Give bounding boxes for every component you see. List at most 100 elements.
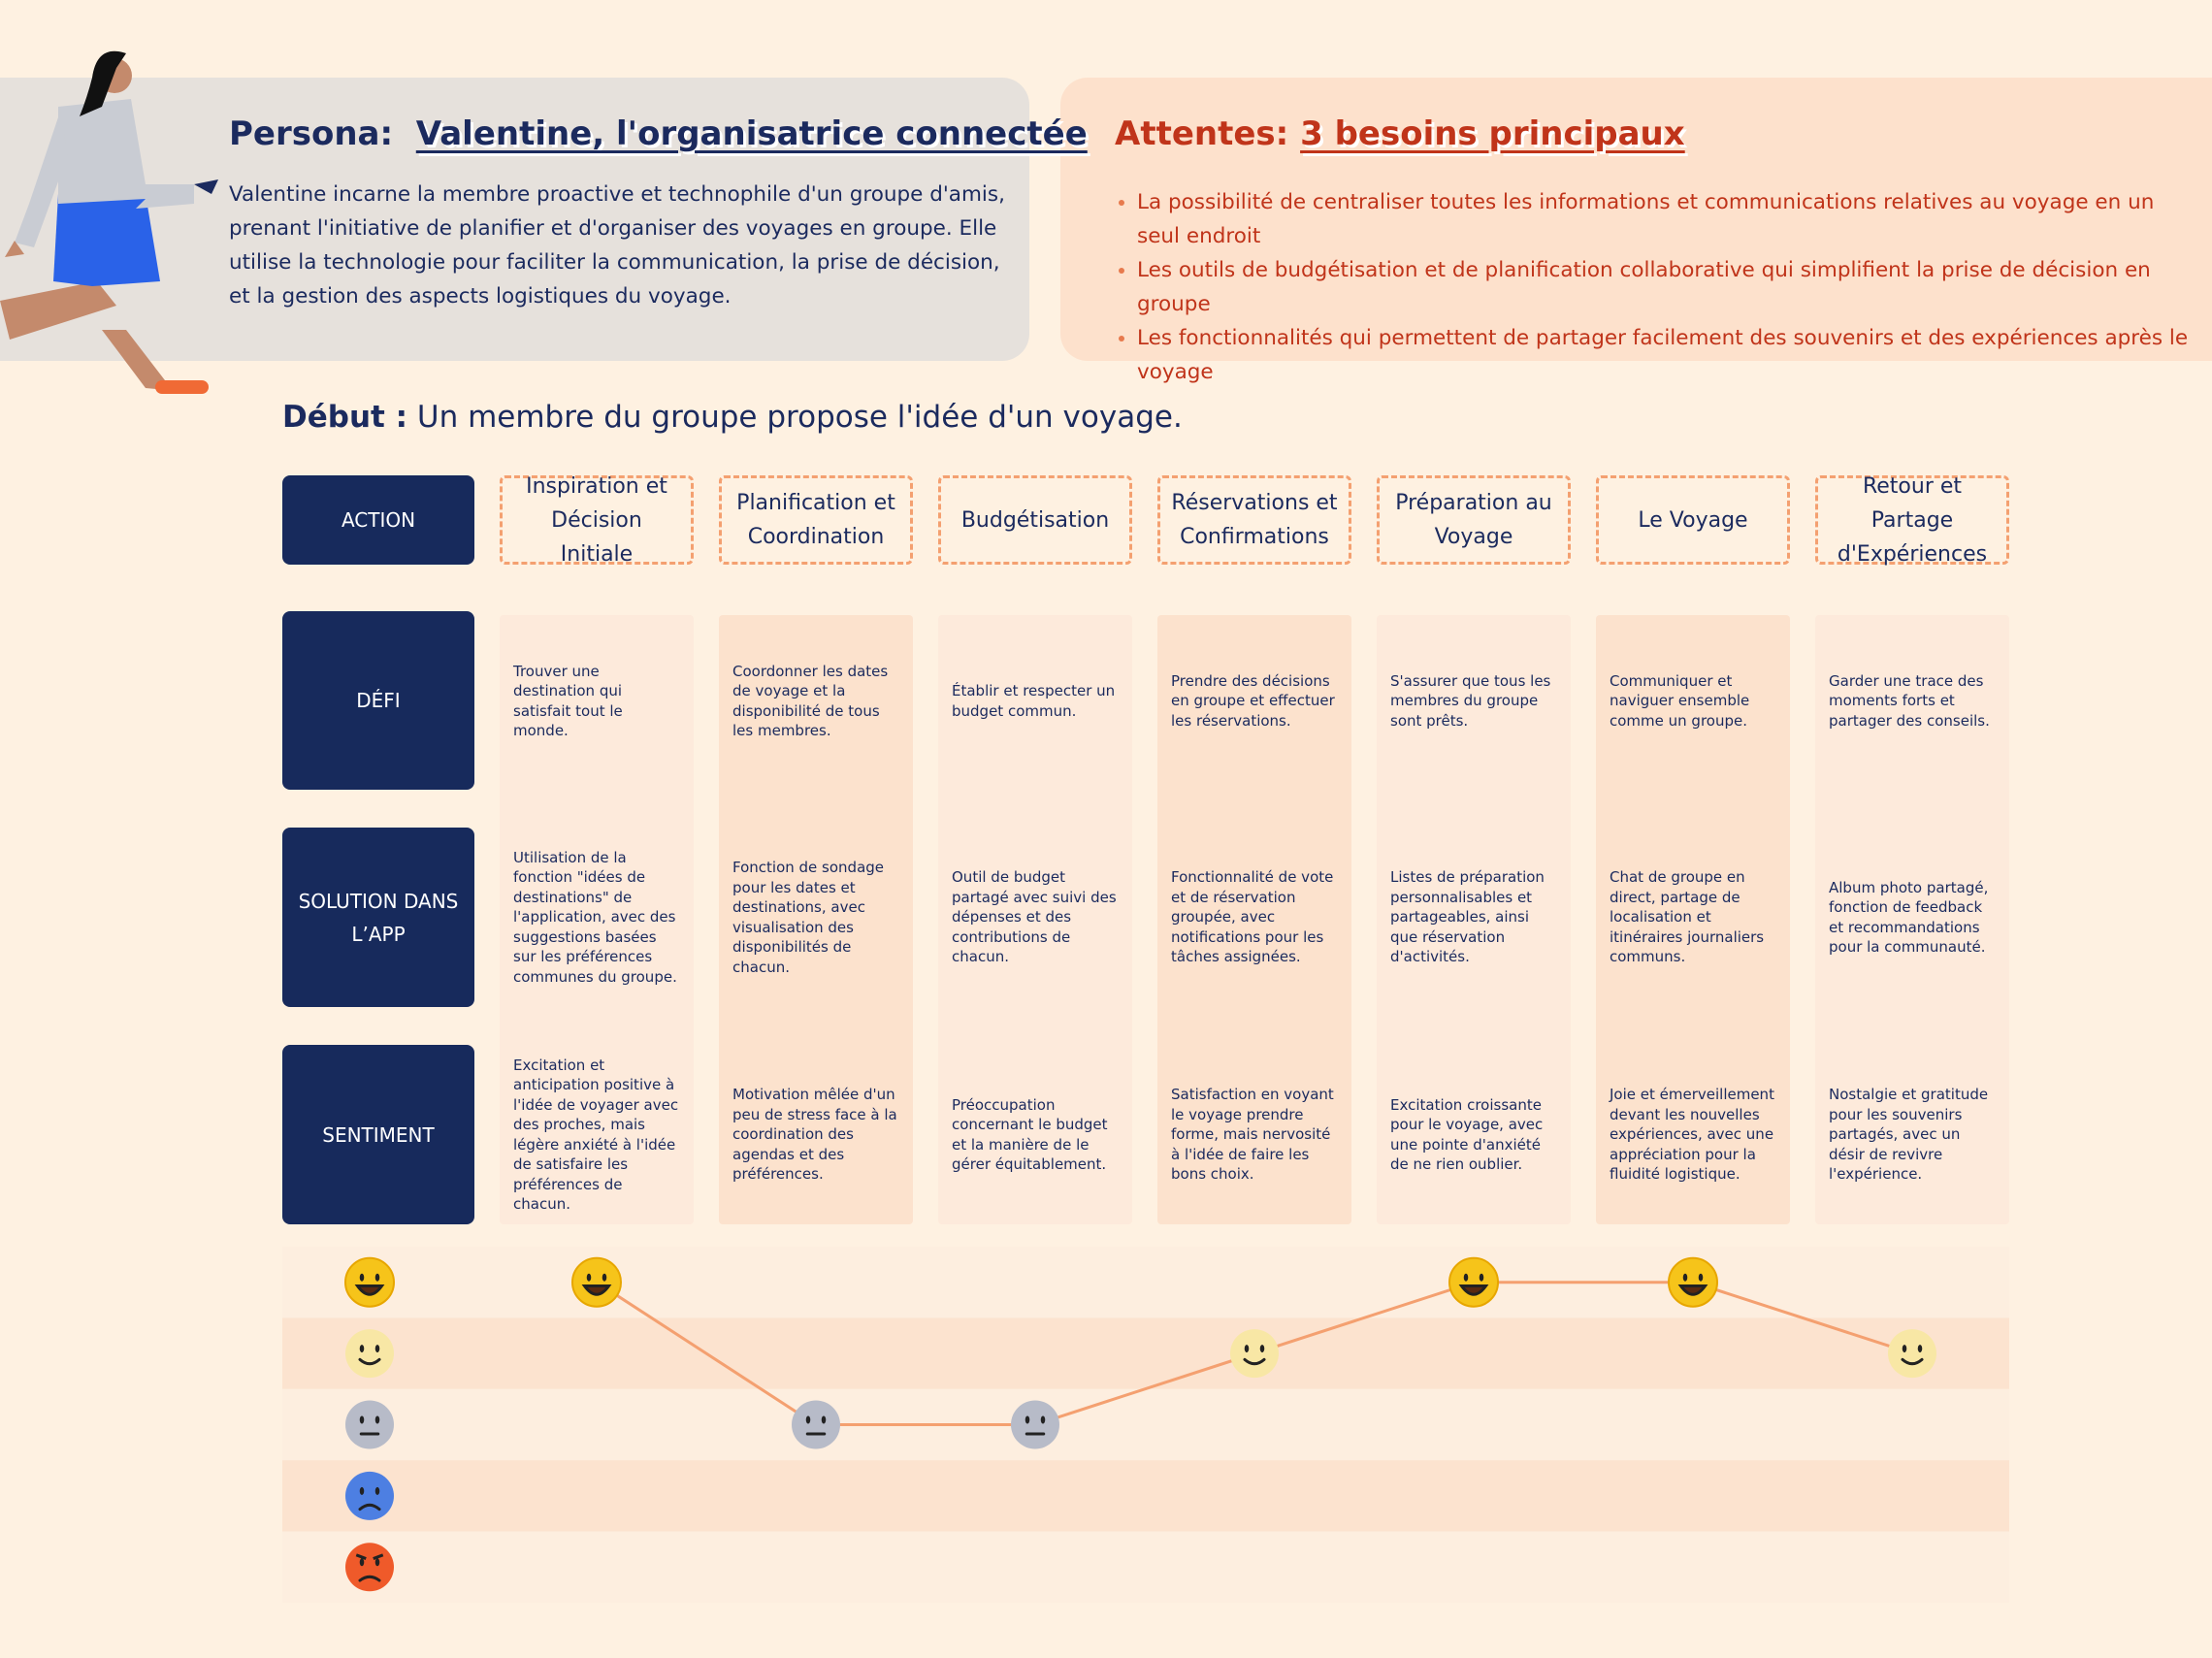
emotion-point xyxy=(1230,1329,1279,1379)
emotion-point xyxy=(1888,1329,1936,1379)
face xyxy=(792,1400,840,1449)
eye xyxy=(1682,1273,1688,1282)
scale-icon xyxy=(345,1329,394,1379)
expectations-label: Attentes: xyxy=(1115,114,1289,153)
emotion-band xyxy=(282,1531,2009,1603)
eye xyxy=(359,1558,365,1567)
cell-text: Satisfaction en voyant le voyage prendre… xyxy=(1171,1086,1334,1184)
start-line: Début : Un membre du groupe propose l'id… xyxy=(282,400,1183,435)
face xyxy=(1230,1329,1279,1379)
emotion-point xyxy=(571,1256,622,1308)
eye xyxy=(1698,1273,1704,1282)
cell-text: Outil de budget partagé avec suivi des d… xyxy=(952,868,1117,966)
cell-text: Joie et émerveillement devant les nouvel… xyxy=(1610,1086,1774,1184)
mouth xyxy=(354,1284,385,1296)
face xyxy=(345,1329,394,1379)
mouth xyxy=(1677,1284,1708,1296)
action-box: Préparation au Voyage xyxy=(1377,475,1571,565)
persona-illustration xyxy=(0,50,218,394)
action-box: Inspiration et Décision Initiale xyxy=(500,474,694,567)
scale-icon xyxy=(345,1400,394,1449)
scale-icon xyxy=(345,1471,394,1520)
stage-column xyxy=(1377,615,1571,1224)
eye xyxy=(1902,1345,1907,1353)
emotion-point xyxy=(1668,1256,1718,1308)
expectations-list: La possibilité de centraliser toutes les… xyxy=(1112,185,2198,389)
stage-column xyxy=(719,615,913,1224)
cell-text: Chat de groupe en direct, partage de loc… xyxy=(1610,868,1765,966)
row-label: SOLUTION DANS L’APP xyxy=(282,828,474,1007)
emotion-band xyxy=(282,1388,2009,1461)
action-box: Le Voyage xyxy=(1596,475,1790,565)
eye xyxy=(1040,1415,1046,1424)
mouth xyxy=(1458,1284,1489,1296)
face xyxy=(571,1256,622,1308)
eye xyxy=(1025,1415,1030,1424)
row-label: DÉFI xyxy=(282,611,474,790)
stage-column xyxy=(500,615,694,1224)
persona-description: Valentine incarne la membre proactive et… xyxy=(229,182,1005,309)
cell-text: Prendre des décisions en groupe et effec… xyxy=(1171,671,1335,730)
action-box: Réservations et Confirmations xyxy=(1157,475,1351,565)
cell-text: Nostalgie et gratitude pour les souvenir… xyxy=(1829,1086,1989,1184)
action-box: Retour et Partage d'Expériences xyxy=(1815,474,2009,567)
expectations-heading: Attentes: 3 besoins principaux xyxy=(1115,114,1685,153)
cell-text: S'assurer que tous les membres du groupe… xyxy=(1390,671,1551,730)
eye xyxy=(1917,1345,1923,1353)
expectation-item: La possibilité de centraliser toutes les… xyxy=(1137,185,2198,253)
cell-text: Communiquer et naviguer ensemble comme u… xyxy=(1610,671,1750,730)
eye xyxy=(821,1415,827,1424)
emotion-band xyxy=(282,1317,2009,1389)
eye xyxy=(805,1415,811,1424)
eye xyxy=(1259,1345,1265,1353)
eye xyxy=(359,1345,365,1353)
mouth xyxy=(581,1284,612,1296)
face xyxy=(345,1543,394,1592)
cell-text: Fonction de sondage pour les dates et de… xyxy=(732,859,885,976)
eye xyxy=(1479,1273,1484,1282)
row-label: ACTION xyxy=(282,475,474,565)
persona-heading: Persona: Valentine, l'organisatrice conn… xyxy=(229,114,1088,153)
eye xyxy=(359,1486,365,1495)
eye xyxy=(374,1415,380,1424)
eye xyxy=(602,1273,607,1282)
cell-text: Préoccupation concernant le budget et la… xyxy=(952,1095,1108,1174)
face xyxy=(345,1400,394,1449)
cell-text: Trouver une destination qui satisfait to… xyxy=(513,662,623,740)
start-text: Un membre du groupe propose l'idée d'un … xyxy=(416,400,1183,435)
face xyxy=(1888,1329,1936,1379)
stage-column xyxy=(1596,615,1790,1224)
row-label: SENTIMENT xyxy=(282,1045,474,1224)
eye xyxy=(1244,1345,1250,1353)
cell-text: Excitation et anticipation positive à l'… xyxy=(513,1056,679,1214)
eye xyxy=(374,1273,380,1282)
mouth xyxy=(358,1575,381,1582)
cell-text: Coordonner les dates de voyage et la dis… xyxy=(732,662,889,740)
eye xyxy=(1463,1273,1469,1282)
face xyxy=(1448,1256,1499,1308)
expectation-item: Les fonctionnalités qui permettent de pa… xyxy=(1137,321,2198,389)
stage-column xyxy=(938,615,1132,1224)
expectation-item: Les outils de budgétisation et de planif… xyxy=(1137,253,2198,321)
cell-text: Motivation mêlée d'un peu de stress face… xyxy=(732,1086,897,1184)
persona-name: Valentine, l'organisatrice connectée xyxy=(415,114,1088,153)
cell-text: Excitation croissante pour le voyage, av… xyxy=(1390,1095,1544,1174)
action-box: Planification et Coordination xyxy=(719,475,913,565)
cell-text: Listes de préparation personnalisables e… xyxy=(1390,868,1545,966)
stage-column xyxy=(1157,615,1351,1224)
eye xyxy=(374,1558,380,1567)
cell-text: Établir et respecter un budget commun. xyxy=(952,682,1116,720)
eye xyxy=(374,1345,380,1353)
persona-panel xyxy=(0,78,1029,361)
eye xyxy=(586,1273,592,1282)
cell-text: Utilisation de la fonction "idées de des… xyxy=(513,848,677,986)
expectations-title: 3 besoins principaux xyxy=(1300,114,1685,153)
emotion-band xyxy=(282,1460,2009,1532)
start-label: Début : xyxy=(282,400,408,435)
action-box: Budgétisation xyxy=(938,475,1132,565)
eye xyxy=(359,1415,365,1424)
scale-icon xyxy=(345,1543,394,1592)
emotion-point xyxy=(1448,1256,1499,1308)
